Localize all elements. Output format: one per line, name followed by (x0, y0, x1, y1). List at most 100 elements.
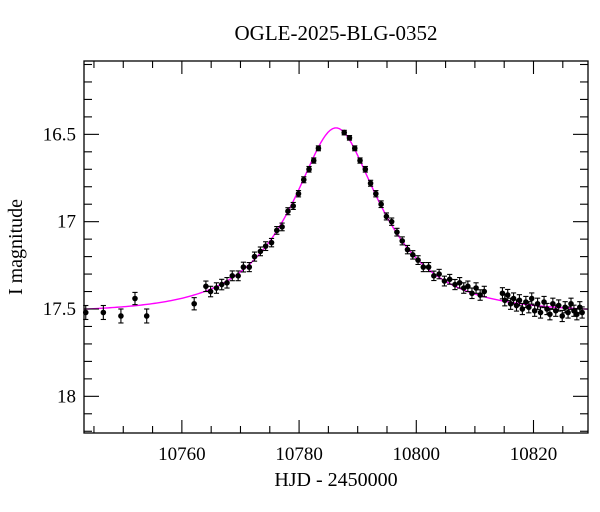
data-point-marker (388, 218, 395, 225)
data-point (446, 273, 453, 285)
data-point-marker (295, 190, 302, 197)
data-point (388, 217, 395, 226)
data-point-marker (315, 145, 322, 152)
data-point (229, 270, 236, 282)
data-point-marker (285, 208, 291, 214)
data-point-marker (574, 311, 580, 318)
data-point-marker (357, 157, 363, 164)
data-point (285, 207, 291, 216)
data-point (534, 297, 541, 310)
data-point (100, 304, 107, 321)
model-curve (83, 127, 589, 310)
data-point (203, 280, 209, 293)
data-point-marker (481, 288, 488, 295)
plot-frame (83, 60, 589, 434)
data-point (300, 176, 307, 184)
data-point-marker (519, 306, 526, 312)
data-point-marker (425, 264, 432, 270)
data-point-marker (469, 290, 475, 297)
data-point-marker (346, 135, 353, 141)
data-point (132, 291, 138, 306)
data-point (526, 301, 532, 314)
y-tick-label: 16.5 (43, 124, 76, 145)
data-point (409, 250, 416, 260)
data-point (436, 268, 442, 280)
data-point-marker (251, 253, 258, 260)
data-point (357, 157, 363, 164)
data-point (452, 278, 458, 291)
data-point-marker (456, 280, 463, 286)
data-point (420, 261, 427, 273)
data-point (290, 201, 297, 211)
data-point (394, 227, 400, 237)
y-tick-label: 17 (57, 212, 76, 233)
data-point-marker (579, 309, 585, 316)
data-point-marker (229, 273, 236, 279)
data-point (528, 292, 535, 305)
data-point (516, 294, 523, 307)
data-point-marker (290, 203, 297, 209)
data-point (341, 129, 348, 136)
data-point-marker (143, 313, 150, 319)
data-point-marker (473, 285, 479, 291)
data-point (246, 261, 253, 273)
data-point (523, 295, 529, 309)
data-point-marker (465, 283, 471, 290)
data-point (310, 157, 317, 164)
data-point (351, 145, 358, 152)
data-point (441, 275, 448, 287)
data-point (367, 179, 374, 187)
data-point-marker (224, 280, 230, 286)
data-point (346, 135, 353, 141)
data-point (373, 190, 379, 198)
data-point (362, 165, 369, 173)
data-point-marker (415, 257, 421, 263)
data-point (279, 222, 285, 232)
data-point-marker (404, 246, 411, 253)
data-point-marker (562, 304, 568, 311)
data-point (383, 212, 390, 221)
data-point (118, 308, 124, 324)
tick-labels-group: 10760 10780 10800 10820 16.5 17 17.5 18 (43, 124, 557, 465)
data-point-marker (213, 285, 220, 291)
y-tick-label: 17.5 (43, 299, 76, 320)
x-tick-label: 10760 (158, 444, 206, 465)
data-point (262, 241, 269, 252)
data-point-marker (431, 273, 437, 279)
data-point-marker (452, 281, 458, 288)
data-point (547, 308, 553, 321)
data-point-marker (409, 252, 416, 258)
data-point-marker (203, 283, 209, 290)
data-point (531, 304, 538, 317)
data-point (473, 282, 479, 294)
data-point-marker (537, 309, 544, 316)
data-point (240, 261, 247, 273)
data-point-marker (394, 229, 400, 235)
data-point-marker (132, 295, 138, 302)
data-point (191, 297, 197, 311)
data-point (295, 190, 302, 198)
data-point (565, 306, 571, 319)
data-point-marker (262, 243, 269, 249)
data-point-marker (279, 224, 285, 230)
data-point (207, 285, 214, 298)
data-point (465, 280, 471, 293)
data-point (315, 145, 322, 152)
data-point-marker (218, 281, 225, 288)
data-point (143, 308, 150, 324)
data-point (477, 289, 483, 301)
data-point (268, 237, 275, 248)
data-point (213, 282, 220, 294)
data-point (425, 261, 432, 273)
data-point (415, 255, 421, 266)
data-point-marker (362, 166, 369, 173)
data-point-marker (341, 129, 348, 136)
data-point-marker (399, 238, 406, 244)
data-point (218, 278, 225, 291)
plot-title: OGLE-2025-BLG-0352 (235, 21, 438, 45)
data-points-group (82, 129, 585, 324)
data-point-marker (100, 309, 107, 316)
model-curve-group (83, 127, 589, 310)
data-point-marker (516, 297, 523, 304)
